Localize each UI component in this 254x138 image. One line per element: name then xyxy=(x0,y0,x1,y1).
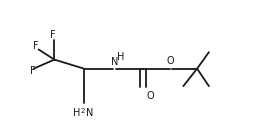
Text: 2: 2 xyxy=(81,108,85,114)
Text: N: N xyxy=(111,57,118,67)
Text: F: F xyxy=(50,30,55,40)
Text: O: O xyxy=(146,91,154,101)
Text: N: N xyxy=(86,108,93,118)
Text: H: H xyxy=(117,52,124,63)
Text: F: F xyxy=(33,41,39,51)
Text: F: F xyxy=(30,66,36,76)
Text: H: H xyxy=(73,108,81,118)
Text: O: O xyxy=(167,56,174,66)
